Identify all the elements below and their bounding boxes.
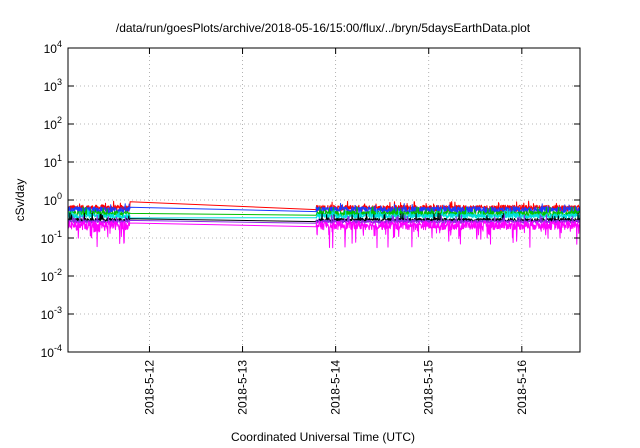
x-tick-label: 2018-5-16: [515, 360, 529, 415]
x-axis-label: Coordinated Universal Time (UTC): [231, 430, 415, 444]
y-tick-label: 10-3: [41, 305, 62, 322]
x-axis: 2018-5-12 2018-5-13 2018-5-14 2018-5-15 2018…: [142, 48, 529, 415]
y-tick-label: 10-1: [41, 229, 62, 246]
series-line-4: [67, 208, 581, 219]
x-tick-label: 2018-5-15: [422, 360, 436, 415]
y-tick-label: 103: [44, 77, 62, 94]
y-tick-label: 102: [44, 115, 62, 132]
y-tick-label: 10-4: [41, 343, 62, 360]
series-group: [67, 200, 581, 249]
y-tick-label: 101: [44, 153, 62, 170]
y-tick-label: 104: [44, 39, 62, 56]
y-axis-label: cSv/day: [13, 179, 27, 222]
x-tick-label: 2018-5-14: [329, 360, 343, 415]
grid: [68, 48, 580, 352]
y-tick-label: 100: [44, 191, 62, 208]
series-line-7: [67, 220, 581, 249]
series-line-3: [67, 206, 581, 217]
y-axis: 10-4 10-3 10-2 10-1 100 101 102 103 104: [41, 39, 580, 360]
x-tick-label: 2018-5-12: [142, 360, 156, 415]
chart-title: /data/run/goesPlots/archive/2018-05-16/1…: [116, 21, 531, 35]
y-tick-label: 10-2: [41, 267, 62, 284]
x-tick-label: 2018-5-13: [236, 360, 250, 415]
